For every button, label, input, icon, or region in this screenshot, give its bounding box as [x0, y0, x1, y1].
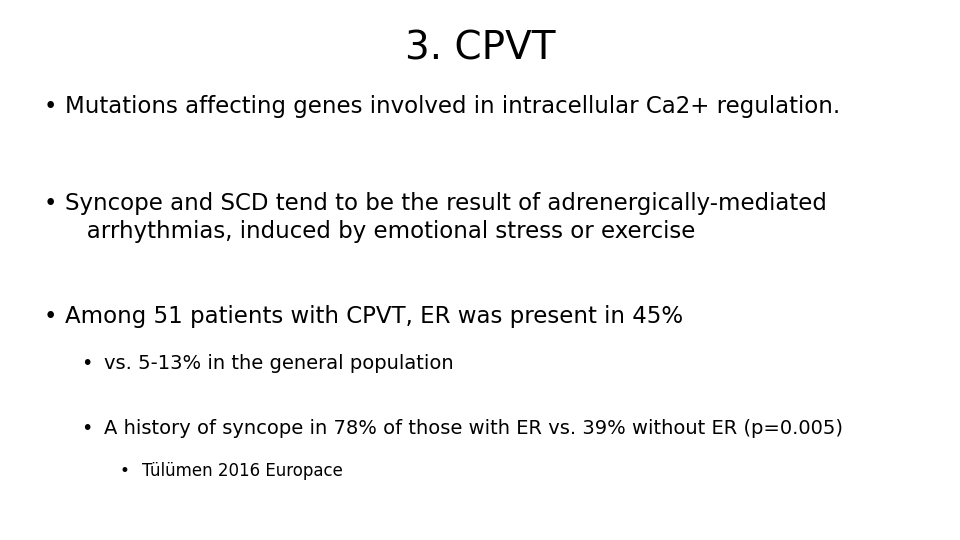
Text: vs. 5-13% in the general population: vs. 5-13% in the general population: [104, 354, 453, 373]
Text: Among 51 patients with CPVT, ER was present in 45%: Among 51 patients with CPVT, ER was pres…: [65, 305, 684, 328]
Text: •: •: [43, 305, 57, 328]
Text: Tülümen 2016 Europace: Tülümen 2016 Europace: [142, 462, 343, 480]
Text: •: •: [82, 418, 93, 437]
Text: Mutations affecting genes involved in intracellular Ca2+ regulation.: Mutations affecting genes involved in in…: [65, 94, 841, 118]
Text: Syncope and SCD tend to be the result of adrenergically-mediated
   arrhythmias,: Syncope and SCD tend to be the result of…: [65, 192, 828, 243]
Text: A history of syncope in 78% of those with ER vs. 39% without ER (p=0.005): A history of syncope in 78% of those wit…: [104, 418, 843, 437]
Text: •: •: [43, 94, 57, 118]
Text: •: •: [120, 462, 130, 480]
Text: •: •: [82, 354, 93, 373]
Text: •: •: [43, 192, 57, 215]
Text: 3. CPVT: 3. CPVT: [405, 30, 555, 68]
